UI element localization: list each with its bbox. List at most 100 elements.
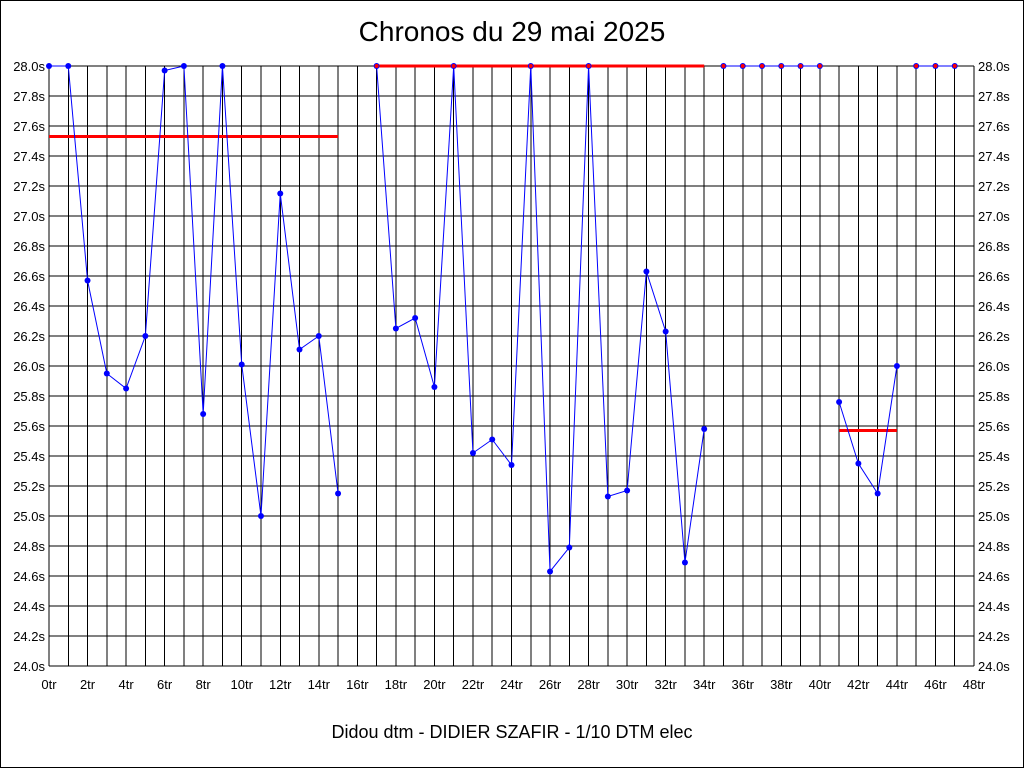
y-tick-label-right: 25.8s [978, 389, 1010, 404]
x-tick-label: 8tr [196, 677, 212, 692]
y-tick-label-right: 25.2s [978, 479, 1010, 494]
x-tick-label: 42tr [847, 677, 870, 692]
y-tick-label-left: 24.6s [13, 569, 45, 584]
data-point [315, 333, 322, 339]
x-tick-label: 30tr [616, 677, 639, 692]
x-tick-label: 14tr [308, 677, 331, 692]
data-point [123, 385, 130, 392]
y-tick-label-left: 25.8s [13, 389, 45, 404]
x-tick-label: 48tr [963, 677, 986, 692]
data-point [200, 411, 207, 417]
series-line [49, 65, 339, 517]
data-point [469, 450, 476, 456]
y-tick-label-right: 26.2s [978, 329, 1010, 344]
data-point [84, 277, 91, 284]
data-point [142, 333, 149, 339]
y-tick-label-right: 26.8s [978, 239, 1010, 254]
data-point [392, 325, 399, 332]
data-point [161, 67, 168, 74]
y-tick-label-right: 24.4s [978, 599, 1010, 614]
data-point [257, 513, 264, 519]
y-tick-label-right: 26.4s [978, 299, 1010, 314]
x-tick-label: 34tr [693, 677, 716, 692]
y-tick-label-right: 24.0s [978, 659, 1010, 674]
y-tick-label-left: 25.0s [13, 509, 45, 524]
y-tick-label-left: 25.2s [13, 479, 45, 494]
data-point [836, 399, 843, 405]
y-tick-label-left: 26.2s [13, 329, 45, 344]
x-tick-label: 28tr [577, 677, 600, 692]
y-tick-label-left: 24.4s [13, 599, 45, 614]
x-tick-label: 4tr [118, 677, 134, 692]
data-point [103, 370, 110, 377]
chart-title: Chronos du 29 mai 2025 [358, 16, 666, 47]
y-tick-label-right: 26.6s [978, 269, 1010, 284]
x-tick-label: 38tr [770, 677, 793, 692]
capped-point-marker [952, 64, 957, 68]
capped-point-marker [451, 64, 456, 68]
x-tick-label: 44tr [886, 677, 909, 692]
x-tick-label: 46tr [924, 677, 947, 692]
data-point [624, 487, 631, 494]
y-tick-label-left: 26.6s [13, 269, 45, 284]
data-point [65, 63, 72, 69]
capped-point-marker [586, 64, 591, 68]
capped-point-marker [721, 64, 726, 68]
x-tick-label: 36tr [732, 677, 755, 692]
data-point [335, 490, 342, 497]
y-tick-label-left: 24.8s [13, 539, 45, 554]
data-point [296, 346, 303, 353]
x-tick-label: 20tr [423, 677, 446, 692]
data-point [874, 490, 881, 497]
data-point [508, 462, 515, 468]
data-point [643, 268, 650, 275]
y-tick-label-right: 27.0s [978, 209, 1010, 224]
y-tick-label-right: 24.2s [978, 629, 1010, 644]
x-tick-label: 2tr [80, 677, 96, 692]
y-tick-label-right: 24.8s [978, 539, 1010, 554]
y-tick-label-left: 28.0s [13, 59, 45, 74]
series-line [376, 65, 705, 573]
data-point [662, 328, 669, 335]
x-tick-label: 40tr [809, 677, 832, 692]
y-tick-label-right: 27.4s [978, 149, 1010, 164]
y-tick-label-right: 27.6s [978, 119, 1010, 134]
x-tick-label: 26tr [539, 677, 562, 692]
y-tick-label-left: 27.8s [13, 89, 45, 104]
data-point [431, 384, 438, 390]
y-tick-label-left: 26.4s [13, 299, 45, 314]
data-point [701, 426, 708, 432]
y-tick-label-left: 26.0s [13, 359, 45, 374]
data-point [180, 63, 187, 69]
chart-footer: Didou dtm - DIDIER SZAFIR - 1/10 DTM ele… [331, 722, 693, 742]
y-tick-label-right: 25.0s [978, 509, 1010, 524]
capped-point-marker [374, 64, 379, 68]
y-tick-label-left: 27.2s [13, 179, 45, 194]
data-point [855, 460, 862, 467]
y-tick-label-right: 26.0s [978, 359, 1010, 374]
y-tick-label-right: 25.4s [978, 449, 1010, 464]
x-tick-label: 16tr [346, 677, 369, 692]
data-point [681, 559, 688, 566]
y-tick-label-right: 27.8s [978, 89, 1010, 104]
y-tick-label-right: 24.6s [978, 569, 1010, 584]
data-point [547, 568, 554, 575]
y-tick-label-left: 25.6s [13, 419, 45, 434]
y-tick-label-left: 26.8s [13, 239, 45, 254]
data-point [238, 361, 245, 368]
capped-point-marker [798, 64, 803, 68]
x-tick-label: 0tr [41, 677, 57, 692]
capped-point-marker [933, 64, 938, 68]
x-tick-label: 18tr [385, 677, 408, 692]
y-tick-label-right: 27.2s [978, 179, 1010, 194]
capped-point-marker [760, 64, 765, 68]
y-tick-label-left: 24.2s [13, 629, 45, 644]
capped-point-marker [528, 64, 533, 68]
y-tick-label-left: 25.4s [13, 449, 45, 464]
y-tick-label-left: 27.0s [13, 209, 45, 224]
capped-point-marker [817, 64, 822, 68]
x-tick-label: 6tr [157, 677, 173, 692]
x-tick-label: 32tr [654, 677, 677, 692]
capped-point-marker [779, 64, 784, 68]
